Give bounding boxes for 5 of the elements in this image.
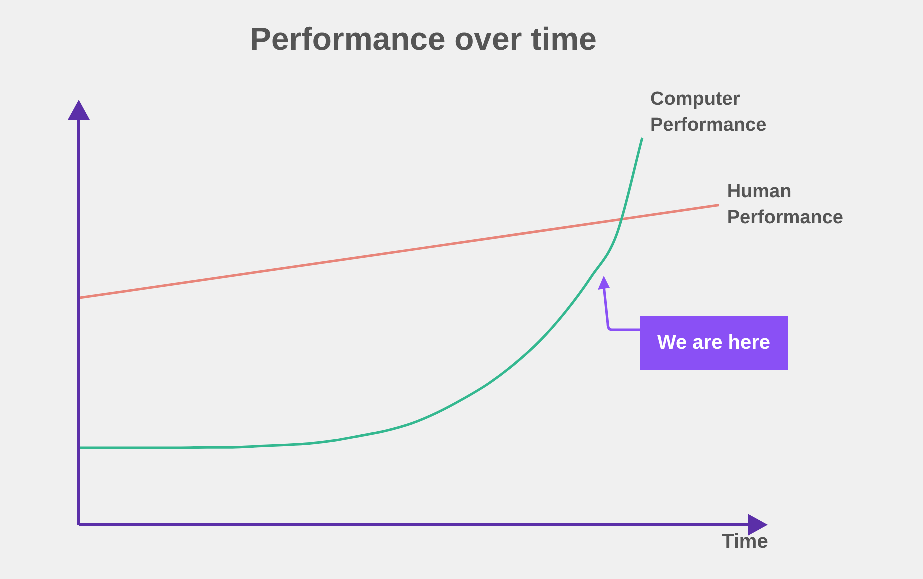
chart-title: Performance over time xyxy=(250,21,597,58)
x-axis-title: Time xyxy=(722,531,768,554)
series-label: Human Performance xyxy=(727,182,844,229)
series-label: Computer Performance xyxy=(650,89,767,136)
annotation: We are here xyxy=(640,316,788,370)
